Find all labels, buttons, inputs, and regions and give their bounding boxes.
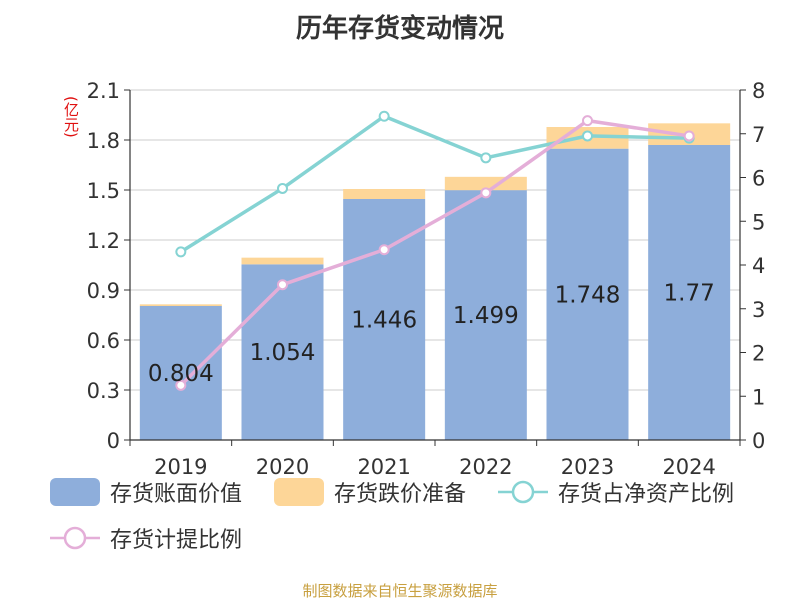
point-ratio-net-assets: [378, 110, 390, 122]
bar-data-label: 0.804: [148, 361, 214, 387]
x-tick-label: 2020: [256, 455, 309, 479]
bar-data-label: 1.054: [250, 340, 316, 366]
bar-impairment: [139, 304, 222, 306]
line-provision-ratio: [179, 118, 690, 387]
bar-data-label: 1.77: [664, 281, 715, 307]
y-right-tick-label: 7: [752, 123, 765, 147]
x-tick-label: 2024: [662, 455, 715, 479]
bar-inventory-book: [444, 190, 527, 440]
x-tick-label: 2019: [154, 455, 207, 479]
y-left-tick-label: 2.1: [87, 79, 120, 103]
bar-inventory-book: [241, 264, 324, 440]
y-left-tick-label: 0.9: [87, 279, 120, 303]
legend-label-impairment: 存货跌价准备: [334, 482, 467, 507]
legend-item-impairment[interactable]: 存货跌价准备: [274, 476, 466, 508]
legend-marker-ratio-net-assets: [498, 480, 548, 504]
legend-label-provision-ratio: 存货计提比例: [110, 528, 243, 553]
source-note: 制图数据来自恒生聚源数据库: [302, 582, 498, 600]
y-left-tick-label: 1.8: [87, 129, 120, 153]
y-left-tick-label: 0.6: [87, 329, 120, 353]
y-right-tick-label: 8: [752, 79, 765, 103]
y-right-tick-label: 4: [752, 254, 765, 278]
bar-inventory-book: [139, 306, 222, 440]
legend-item-provision-ratio[interactable]: 存货计提比例: [50, 522, 242, 554]
legend-item-inventory-book[interactable]: 存货账面价值: [50, 476, 242, 508]
left-axis-unit: (亿元): [62, 96, 80, 138]
chart-title: 历年存货变动情况: [295, 14, 504, 44]
y-right-tick-label: 2: [752, 342, 765, 366]
legend-swatch-impairment: [274, 478, 324, 506]
legend-label-ratio-net-assets: 存货占净资产比例: [558, 482, 735, 507]
point-provision-ratio: [582, 115, 593, 127]
bar-impairment: [343, 189, 426, 199]
y-right-tick-label: 1: [752, 385, 765, 409]
y-right-tick-label: 0: [752, 429, 765, 453]
y-left-tick-label: 0: [107, 429, 120, 453]
point-provision-ratio: [378, 244, 390, 256]
y-left-tick-label: 1.5: [87, 179, 120, 203]
y-right-tick-label: 6: [752, 167, 765, 191]
point-ratio-net-assets: [582, 130, 593, 142]
y-left-tick-label: 0.3: [87, 379, 120, 403]
point-provision-ratio: [683, 130, 695, 142]
y-left-tick-label: 1.2: [87, 229, 120, 253]
x-tick-label: 2023: [561, 455, 614, 479]
point-ratio-net-assets: [175, 246, 187, 258]
bar-inventory-book: [343, 199, 426, 440]
legend-item-ratio-net-assets[interactable]: 存货占净资产比例: [498, 476, 734, 508]
legend-swatch-inventory-book: [50, 478, 100, 506]
point-provision-ratio: [175, 379, 187, 391]
y-right-tick-label: 3: [752, 298, 765, 322]
line-ratio-net-assets: [179, 114, 690, 254]
point-provision-ratio: [480, 187, 492, 199]
bar-data-label: 1.748: [555, 282, 621, 308]
bar-inventory-book: [648, 145, 731, 440]
x-tick-label: 2022: [459, 455, 512, 479]
y-right-tick-label: 5: [752, 210, 765, 234]
legend-label-inventory-book: 存货账面价值: [110, 482, 243, 507]
x-tick-label: 2021: [357, 455, 410, 479]
bar-data-label: 1.499: [453, 303, 519, 329]
point-ratio-net-assets: [480, 152, 492, 164]
bar-inventory-book: [546, 148, 629, 440]
bar-data-label: 1.446: [351, 308, 417, 334]
point-provision-ratio: [277, 279, 288, 291]
bar-impairment: [241, 257, 324, 265]
legend-marker-provision-ratio: [50, 526, 100, 550]
point-ratio-net-assets: [277, 182, 288, 194]
